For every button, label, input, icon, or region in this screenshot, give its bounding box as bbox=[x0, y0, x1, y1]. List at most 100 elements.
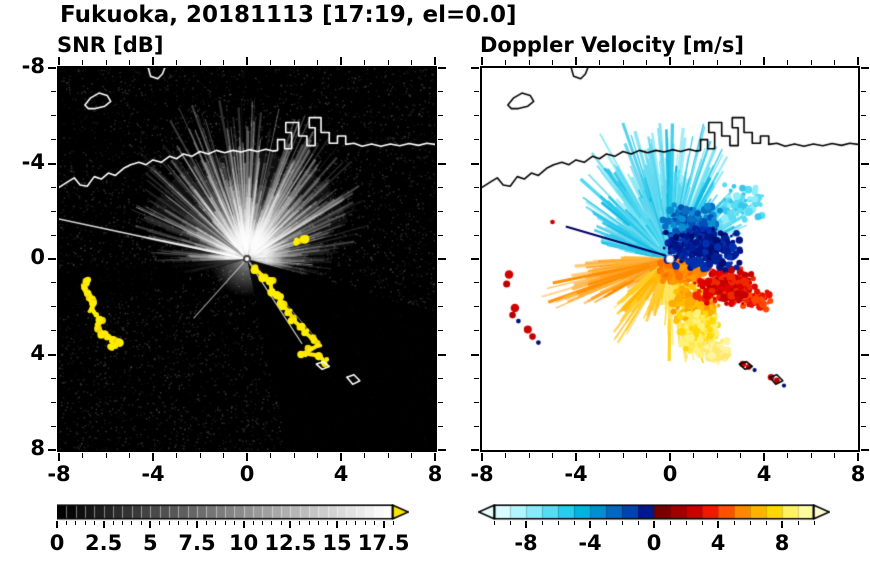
snr-panel-title: SNR [dB] bbox=[57, 33, 164, 57]
colorbar-tick bbox=[701, 521, 703, 525]
left-axis-tick bbox=[51, 139, 56, 141]
bottom-axis-tick bbox=[293, 453, 295, 458]
x-tick-label: 0 bbox=[239, 462, 255, 486]
colorbar-tick bbox=[493, 521, 495, 525]
bottom-axis-tick bbox=[434, 453, 436, 461]
colorbar-tick-label: -8 bbox=[514, 531, 538, 555]
left-axis-tick bbox=[51, 91, 56, 93]
colorbar-tick bbox=[669, 521, 671, 525]
colorbar-tick bbox=[813, 521, 815, 525]
bottom-axis-tick bbox=[646, 453, 647, 458]
right-axis-tick bbox=[861, 162, 869, 165]
colorbar-tick bbox=[168, 521, 170, 525]
bottom-axis-tick bbox=[622, 453, 624, 458]
colorbar-tick bbox=[224, 521, 226, 525]
top-axis-tick bbox=[387, 60, 389, 65]
top-axis-tick bbox=[129, 60, 130, 65]
right-axis-tick bbox=[438, 330, 443, 332]
left-axis-tick bbox=[471, 162, 479, 165]
bottom-axis-tick bbox=[152, 453, 154, 461]
bottom-axis-tick bbox=[552, 453, 553, 458]
top-axis-tick bbox=[834, 60, 835, 65]
top-axis-tick bbox=[270, 60, 271, 65]
top-axis-tick bbox=[669, 57, 671, 65]
bottom-axis-tick bbox=[317, 453, 318, 458]
colorbar-tick-label: 15 bbox=[322, 531, 352, 555]
top-axis-tick bbox=[763, 57, 765, 65]
x-tick-label: -8 bbox=[470, 462, 494, 486]
right-axis-tick bbox=[861, 115, 866, 117]
top-axis-tick bbox=[740, 60, 741, 65]
colorbar-tick bbox=[733, 521, 735, 525]
colorbar-tick bbox=[317, 521, 319, 525]
colorbar-tick bbox=[121, 521, 123, 525]
bottom-axis-tick bbox=[810, 453, 812, 458]
right-axis-tick bbox=[861, 353, 869, 356]
colorbar-tick bbox=[573, 521, 575, 525]
colorbar-tick bbox=[131, 521, 133, 525]
y-tick-label: -8 bbox=[21, 54, 45, 78]
left-axis-tick bbox=[474, 186, 479, 188]
left-axis-tick bbox=[51, 210, 56, 212]
colorbar-tick bbox=[781, 521, 783, 528]
colorbar-tick bbox=[336, 521, 338, 528]
colorbar-tick bbox=[102, 521, 105, 528]
colorbar-tick-label: 4 bbox=[710, 531, 726, 555]
snr-colorbar: 0 2.5 5 7.5 10 12.5 15 17.5 bbox=[50, 504, 410, 568]
top-axis-tick bbox=[505, 60, 506, 65]
top-axis-tick bbox=[223, 60, 224, 65]
bottom-axis-tick bbox=[669, 453, 671, 461]
right-axis-tick bbox=[438, 186, 443, 188]
colorbar-tick bbox=[271, 521, 273, 525]
top-axis-tick bbox=[364, 60, 365, 65]
right-axis-tick bbox=[861, 186, 866, 188]
y-tick-label: -4 bbox=[21, 149, 45, 174]
right-axis-tick bbox=[861, 234, 866, 236]
left-axis-tick bbox=[51, 425, 56, 427]
colorbar-tick bbox=[242, 521, 245, 528]
doppler-radar-plot: -8 -4 0 4 8 bbox=[470, 57, 869, 486]
left-axis-tick bbox=[51, 401, 56, 403]
colorbar-tick bbox=[327, 521, 329, 525]
colorbar-tick bbox=[177, 521, 179, 525]
colorbar-tick bbox=[75, 521, 77, 525]
left-axis-tick bbox=[51, 282, 56, 284]
top-axis-tick bbox=[293, 60, 295, 65]
top-axis-tick bbox=[176, 60, 177, 65]
x-tick-label: 4 bbox=[756, 462, 772, 486]
y-tick-label: 4 bbox=[30, 340, 45, 365]
top-axis-tick bbox=[716, 60, 718, 65]
colorbar-tick bbox=[392, 521, 394, 525]
top-axis-tick bbox=[58, 57, 60, 65]
doppler-radar-image bbox=[482, 68, 858, 450]
bottom-axis-tick bbox=[58, 453, 60, 461]
colorbar-tick-label: 17.5 bbox=[357, 531, 410, 555]
colorbar-tick bbox=[308, 521, 310, 525]
left-axis-tick bbox=[48, 353, 56, 356]
top-axis-tick bbox=[199, 60, 201, 65]
top-axis-tick bbox=[810, 60, 812, 65]
top-axis-tick bbox=[82, 60, 83, 65]
colorbar-tick-label: 0 bbox=[49, 531, 65, 555]
colorbar-tick bbox=[205, 521, 207, 525]
doppler-panel-title: Doppler Velocity [m/s] bbox=[480, 33, 744, 57]
right-axis-tick bbox=[438, 449, 446, 451]
top-axis-tick bbox=[646, 60, 647, 65]
x-tick-label: 4 bbox=[333, 462, 349, 486]
top-axis-tick bbox=[552, 60, 553, 65]
right-axis-tick bbox=[438, 401, 443, 403]
colorbar-tick bbox=[187, 521, 189, 525]
colorbar-tick bbox=[215, 521, 217, 525]
colorbar-tick bbox=[355, 521, 357, 525]
right-axis-tick bbox=[861, 258, 869, 260]
bottom-axis-tick bbox=[481, 453, 483, 461]
colorbar-canvas bbox=[478, 504, 830, 521]
colorbar-tick-label: 7.5 bbox=[178, 531, 216, 555]
colorbar-tick bbox=[509, 521, 511, 525]
colorbar-tick-label: 2.5 bbox=[85, 531, 123, 555]
right-axis-tick bbox=[438, 67, 446, 69]
colorbar-tick bbox=[589, 521, 591, 528]
right-axis-tick bbox=[438, 377, 443, 379]
colorbar-tick bbox=[525, 521, 527, 528]
right-axis-tick bbox=[861, 330, 866, 332]
